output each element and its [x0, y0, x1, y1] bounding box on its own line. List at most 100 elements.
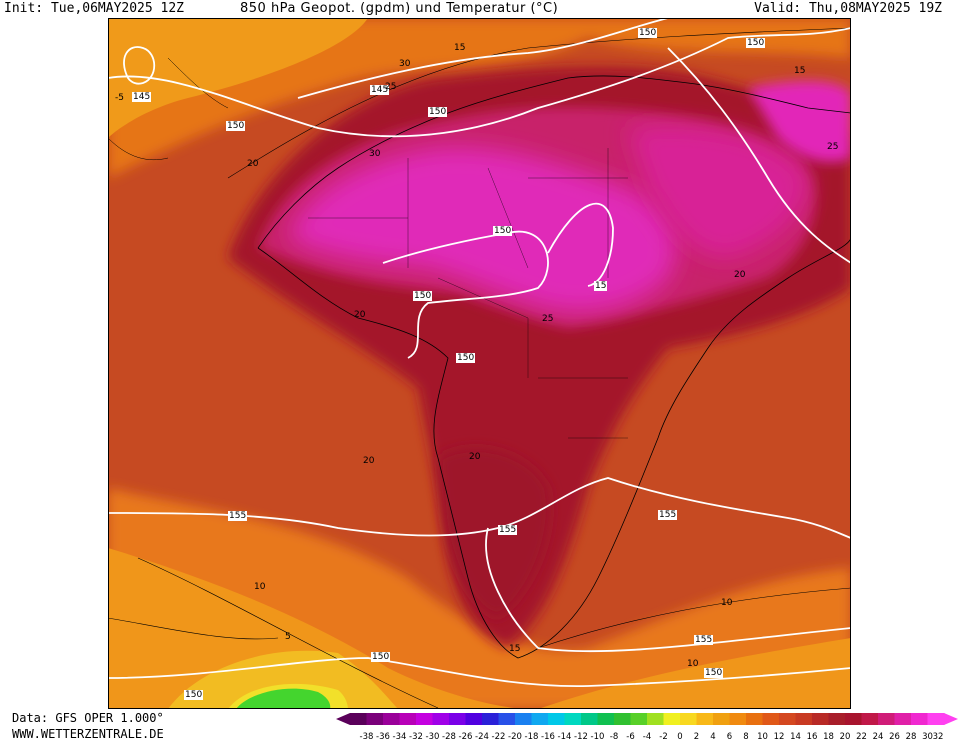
geopotential-isoline-145	[297, 18, 669, 99]
temperature-isoline-10-east	[537, 587, 851, 649]
map-frame	[108, 18, 851, 709]
colorbar-swatch	[416, 713, 433, 725]
colorbar-tick-label: -28	[442, 732, 456, 741]
colorbar-swatch	[465, 713, 483, 725]
geopotential-isoline-150-sahel	[382, 230, 549, 359]
colorbar-tick-label: 6	[727, 732, 732, 741]
colorbar-tick-label: 2	[694, 732, 699, 741]
colorbar-swatch	[911, 713, 928, 725]
colorbar-tick-label: 12	[774, 732, 785, 741]
colorbar-swatch	[432, 713, 450, 725]
colorbar-swatch	[663, 713, 681, 725]
colorbar-swatch	[713, 713, 730, 725]
temperature-label: 25	[827, 142, 839, 152]
geopotential-label: 150	[371, 652, 391, 662]
geopotential-label: 150	[413, 291, 433, 301]
colorbar-tick-label: -14	[558, 732, 572, 741]
colorbar-tick-label: 22	[856, 732, 867, 741]
temperature-label: 30	[399, 59, 411, 69]
colorbar-tick-label: 32	[933, 732, 944, 741]
colorbar-swatch	[680, 713, 697, 725]
south-indian-orange	[538, 638, 851, 709]
geopotential-label: 150	[428, 107, 448, 117]
colorbar-tick-label: -12	[574, 732, 588, 741]
temperature-label: -5	[115, 93, 124, 103]
north-africa-coastline	[257, 75, 851, 249]
temperature-isoline-5	[108, 617, 279, 640]
colorbar-tick-label: -32	[409, 732, 423, 741]
geopotential-label: 145	[132, 92, 152, 102]
colorbar-tick-label: 0	[677, 732, 682, 741]
colorbar-tick-label: -26	[459, 732, 473, 741]
geopotential-label: 15	[594, 281, 608, 291]
data-source-label: Data: GFS OPER 1.000°	[12, 711, 164, 725]
colorbar-swatch	[383, 713, 400, 725]
geopotential-label: 150	[456, 353, 476, 363]
colorbar-swatch	[399, 713, 417, 725]
colorbar-swatch	[845, 713, 862, 725]
colorbar-tick-label: 16	[807, 732, 818, 741]
colorbar-swatch	[762, 713, 780, 725]
geopotential-label: 155	[658, 510, 678, 520]
colorbar-swatch	[366, 713, 384, 725]
geopotential-isoline-150-east	[667, 47, 851, 264]
colorbar-swatch	[779, 713, 796, 725]
colorbar-swatch	[812, 713, 829, 725]
kalahari-hot-zone	[438, 448, 550, 618]
colorbar-swatch	[894, 713, 912, 725]
colorbar-tick-label: -18	[525, 732, 539, 741]
colorbar-swatch	[498, 713, 516, 725]
colorbar-swatch	[696, 713, 714, 725]
temperature-label: 15	[454, 43, 466, 53]
colorbar-tick-label: -36	[376, 732, 390, 741]
temperature-label: 20	[247, 159, 259, 169]
colorbar-swatch	[647, 713, 664, 725]
temperature-label: 10	[254, 582, 266, 592]
colorbar-tick-label: 24	[873, 732, 884, 741]
colorbar-tick-label: 20	[840, 732, 851, 741]
colorbar-tick-label: -16	[541, 732, 555, 741]
geopotential-isoline-150-south	[108, 657, 851, 688]
colorbar-swatch	[548, 713, 565, 725]
colorbar-swatch	[746, 713, 763, 725]
chart-title: 850 hPa Geopot. (gpdm) und Temperatur (°…	[240, 1, 559, 16]
map-canvas	[108, 18, 851, 709]
colorbar-tick-label: -10	[591, 732, 605, 741]
arabia-hot-core	[628, 125, 808, 258]
geopotential-label: 155	[694, 635, 714, 645]
colorbar-tick-label: -30	[426, 732, 440, 741]
colorbar-swatch	[729, 713, 747, 725]
colorbar-swatch	[795, 713, 813, 725]
colorbar-swatch	[861, 713, 879, 725]
colorbar-tick-label: 26	[889, 732, 900, 741]
temperature-isoline-15	[227, 27, 851, 179]
south-atlantic-orange	[108, 548, 528, 709]
temperature-label: 20	[734, 270, 746, 280]
geopotential-isoline-155	[108, 477, 851, 539]
temperature-label: 25	[385, 82, 397, 92]
colorbar-swatch	[828, 713, 846, 725]
colorbar-arrow-high	[944, 713, 958, 725]
colorbar-tick-label: -20	[508, 732, 522, 741]
temperature-label: 20	[469, 452, 481, 462]
geopotential-low-145	[123, 46, 156, 85]
weather-map: 150 150 145 145 150 150 150 150 150 15 1…	[108, 18, 851, 709]
colorbar-swatch	[515, 713, 532, 725]
geopotential-label: 150	[184, 690, 204, 700]
colorbar-swatch	[878, 713, 895, 725]
colorbar-tick-label: -22	[492, 732, 506, 741]
colorbar-tick-label: -38	[360, 732, 374, 741]
colorbar-swatch	[449, 713, 466, 725]
valid-time-label: Valid: Thu,08MAY2025 19Z	[754, 1, 942, 16]
temperature-label: 20	[363, 456, 375, 466]
temperature-label: 5	[285, 632, 291, 642]
temperature-label: 15	[509, 644, 521, 654]
geopotential-label: 150	[493, 226, 513, 236]
colorbar-swatch	[630, 713, 648, 725]
colorbar-swatch	[581, 713, 598, 725]
temperature-label: 15	[794, 66, 806, 76]
geopotential-label: 150	[226, 121, 246, 131]
colorbar-swatch	[531, 713, 549, 725]
cold-green-zone	[236, 688, 331, 709]
colorbar-arrow-low	[336, 713, 350, 725]
